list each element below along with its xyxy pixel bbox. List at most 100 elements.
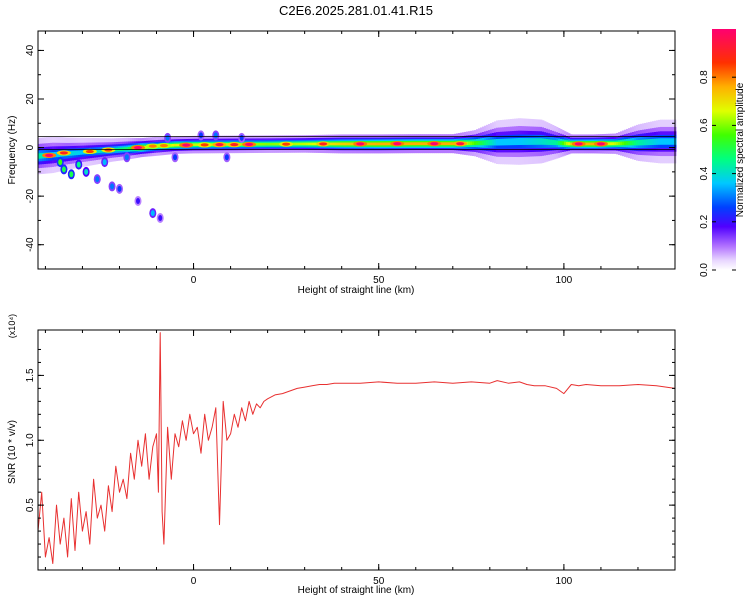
heat-cell — [654, 138, 657, 145]
heat-blob-core — [95, 176, 100, 183]
heat-cell — [524, 138, 527, 145]
heat-cell — [550, 139, 553, 145]
heat-cell — [144, 145, 147, 149]
heat-cell — [346, 142, 349, 146]
heat-cell — [342, 142, 345, 146]
heat-cell — [170, 144, 173, 147]
heat-cell — [478, 140, 481, 146]
heat-cell — [272, 142, 275, 146]
heat-cell — [420, 142, 423, 146]
spectrogram-x-tick-label: 100 — [556, 275, 573, 286]
heat-cell — [78, 150, 81, 155]
spectrogram-y-label: Frequency (Hz) — [7, 116, 18, 185]
heat-blob-core — [58, 159, 63, 166]
heat-blob-core — [61, 166, 66, 173]
heat-cell — [56, 151, 59, 158]
heat-cell — [520, 138, 523, 145]
heat-cell — [518, 138, 521, 146]
heat-cell — [310, 142, 313, 146]
heat-cell — [74, 150, 77, 156]
heat-cell — [510, 138, 513, 146]
heat-cell — [444, 142, 447, 146]
heat-cell — [368, 142, 371, 146]
heat-hot-spot-core — [574, 142, 583, 146]
heat-hot-spot-core — [245, 142, 254, 147]
heat-cell — [374, 142, 377, 146]
heat-cell — [418, 142, 421, 146]
heat-cell — [408, 142, 411, 146]
heat-cell — [446, 142, 449, 146]
heat-cell — [638, 139, 641, 146]
heat-cell — [546, 138, 549, 145]
snr-y-multiplier: (x10⁴) — [7, 314, 17, 338]
heat-cell — [380, 142, 383, 146]
heat-cell — [570, 142, 573, 146]
heat-cell — [422, 142, 425, 146]
heat-blob-core — [84, 168, 89, 175]
heat-cell — [610, 142, 613, 146]
heat-cell — [38, 153, 41, 159]
heat-blob-core — [76, 161, 81, 168]
heat-hot-spot-core — [133, 145, 142, 150]
heat-cell — [442, 142, 445, 146]
heat-cell — [330, 142, 333, 146]
heat-cell — [300, 142, 303, 146]
heat-cell — [500, 138, 503, 146]
heat-hot-spot-core — [182, 143, 191, 147]
spectrogram-y-tick-label: -20 — [25, 188, 36, 203]
heat-cell — [516, 138, 519, 146]
heat-cell — [266, 142, 269, 146]
heat-cell — [372, 142, 375, 146]
heat-cell — [172, 143, 175, 147]
snr-y-tick-label: 1.5 — [25, 368, 36, 382]
colorbar-tick-label: 0.6 — [699, 118, 710, 132]
heat-cell — [40, 153, 43, 159]
heat-cell — [82, 150, 85, 155]
spectrogram-y-tick-label: 40 — [25, 44, 36, 56]
heat-cell — [296, 142, 299, 146]
heat-cell — [538, 138, 541, 145]
heat-cell — [566, 141, 569, 146]
snr-line-layer — [38, 332, 675, 564]
colorbar-tick-label: 0.2 — [699, 214, 710, 228]
colorbar-label: Normalized spectral amplitude — [735, 82, 746, 217]
heat-cell — [314, 142, 317, 146]
heat-cell — [536, 138, 539, 145]
heat-cell — [526, 138, 529, 145]
heat-cell — [502, 138, 505, 146]
heat-hot-spot-core — [456, 142, 465, 146]
heat-cell — [636, 140, 639, 146]
heat-blob-core — [213, 132, 218, 139]
heat-cell — [496, 138, 499, 146]
heat-cell — [450, 142, 453, 146]
heat-cell — [648, 139, 651, 146]
heat-cell — [548, 139, 551, 145]
heat-cell — [534, 138, 537, 145]
heat-cell — [484, 140, 487, 146]
snr-x-tick-label: 50 — [373, 576, 385, 587]
heat-cell — [476, 141, 479, 146]
snr-series-line — [38, 332, 675, 564]
heat-cell — [554, 140, 557, 146]
heat-cell — [306, 142, 309, 146]
heat-hot-spot-core — [393, 142, 402, 146]
heat-cell — [666, 138, 669, 145]
heat-cell — [386, 142, 389, 146]
heat-cell — [652, 138, 655, 145]
snr-x-tick-label: 0 — [191, 576, 197, 587]
heat-cell — [492, 139, 495, 146]
heat-cell — [474, 141, 477, 146]
heat-hot-spot-core — [356, 142, 365, 146]
heat-cell — [80, 150, 83, 155]
heat-cell — [468, 141, 471, 146]
heat-cell — [664, 138, 667, 145]
snr-y-tick-label: 0.5 — [25, 498, 36, 512]
heat-cell — [426, 142, 429, 146]
heat-cell — [632, 140, 635, 146]
heat-cell — [586, 142, 589, 146]
heat-cell — [260, 142, 263, 146]
snr-y-tick-label: 1.0 — [25, 433, 36, 447]
colorbar-gradient — [712, 29, 736, 270]
heat-cell — [622, 141, 625, 146]
heat-cell — [274, 142, 277, 146]
